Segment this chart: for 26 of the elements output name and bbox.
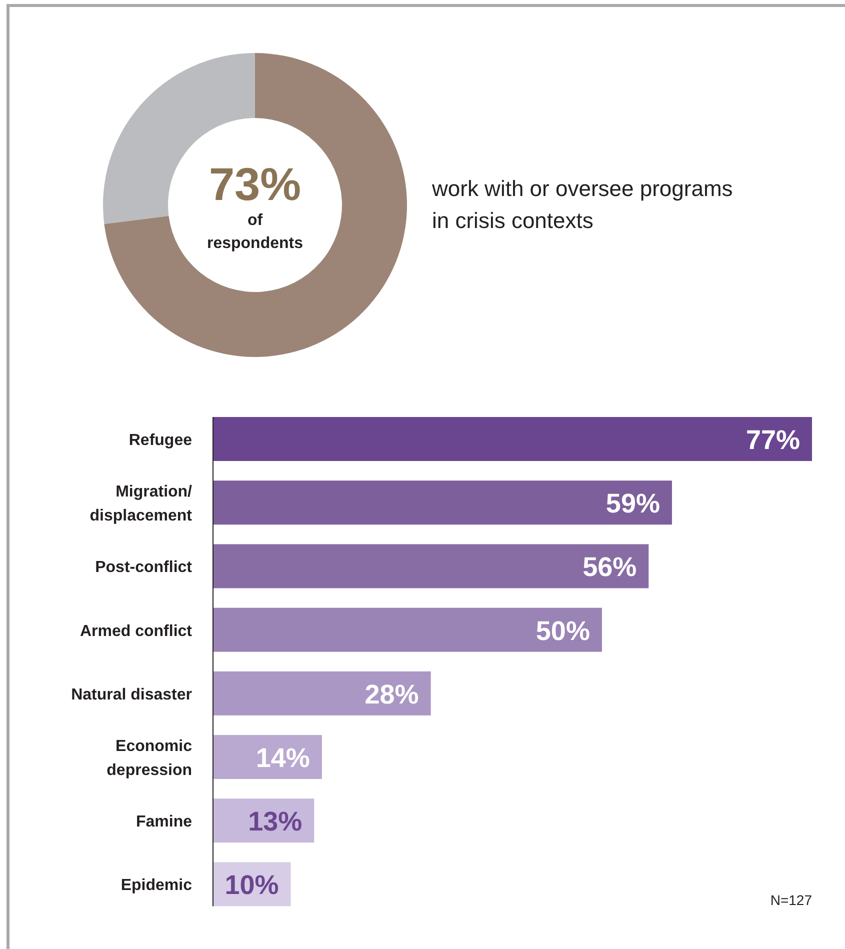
- text: work with or oversee programs in crisis contexts: [431, 176, 733, 233]
- data-label: 59%: [606, 488, 660, 519]
- data-label: 77%: [746, 425, 800, 455]
- y-tick-label: Refugee: [128, 432, 192, 449]
- data-label: 73%: [208, 158, 302, 210]
- data-label: 56%: [582, 552, 637, 582]
- bar: [213, 480, 672, 525]
- y-tick-label: Natural disaster: [71, 686, 192, 704]
- data-label: 13%: [248, 806, 302, 837]
- y-tick-label: Armed conflict: [80, 622, 193, 640]
- data-label: 28%: [364, 679, 419, 710]
- annotation: N=127: [770, 892, 812, 908]
- y-tick-label: Post-conflict: [95, 559, 193, 576]
- data-label: 14%: [256, 743, 310, 773]
- y-tick-label: Famine: [136, 814, 192, 831]
- donut-slice: [104, 53, 407, 357]
- bar: [213, 544, 649, 588]
- bar: [213, 608, 602, 652]
- bar: [213, 417, 812, 461]
- data-label: 50%: [536, 616, 590, 646]
- y-tick-label: Epidemic: [120, 877, 192, 894]
- bar: [213, 671, 431, 716]
- text: of respondents: [206, 212, 304, 252]
- data-label: 10%: [224, 870, 279, 900]
- y-tick-label: Economic depression: [106, 738, 192, 779]
- y-tick-label: Migration/ displacement: [90, 484, 193, 525]
